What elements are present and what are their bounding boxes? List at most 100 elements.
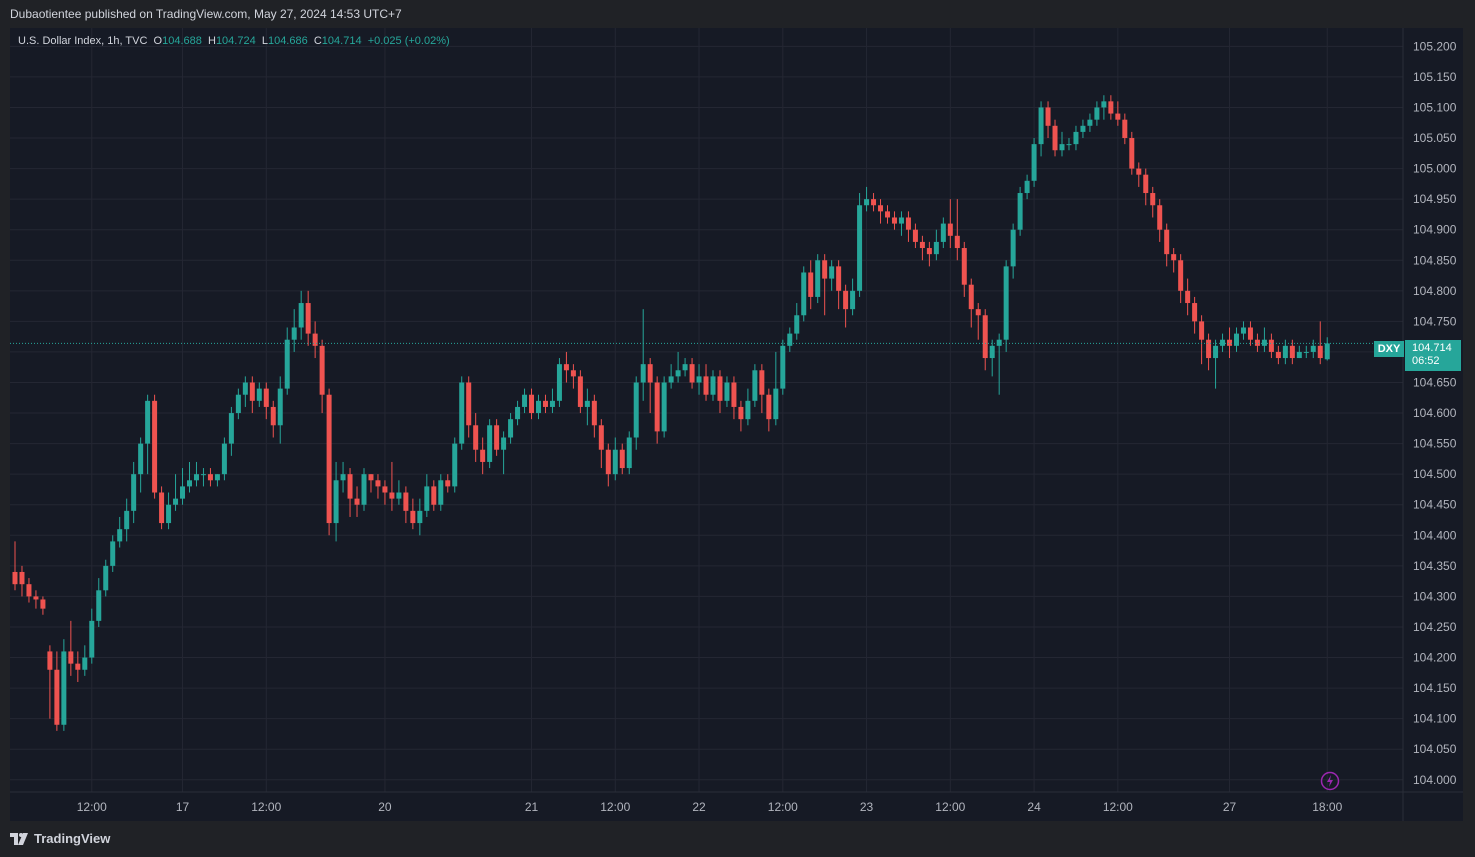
- candle-body: [1296, 351, 1302, 359]
- candle-body: [1045, 107, 1051, 126]
- candle-body: [898, 217, 904, 224]
- candle-body: [1171, 254, 1177, 261]
- candle: [96, 578, 102, 627]
- candle-body: [75, 663, 81, 670]
- candle: [536, 394, 541, 420]
- candle: [745, 388, 751, 426]
- candle: [1031, 138, 1037, 187]
- candle: [298, 290, 304, 340]
- candle: [347, 468, 353, 517]
- published-header: Dubaotientee published on TradingView.co…: [10, 7, 402, 21]
- candle-body: [1101, 101, 1107, 108]
- candle-body: [773, 388, 779, 420]
- candle-body: [654, 382, 660, 432]
- y-tick-label: 104.750: [1413, 314, 1457, 328]
- candle-body: [1185, 290, 1191, 304]
- candle: [989, 339, 995, 377]
- candle: [173, 474, 179, 511]
- candle: [710, 370, 716, 401]
- candle-body: [661, 382, 667, 432]
- candle: [207, 468, 213, 487]
- candle-body: [549, 400, 555, 407]
- candle-body: [166, 504, 172, 524]
- candle-body: [1261, 339, 1267, 346]
- candle-body: [487, 425, 493, 462]
- candle: [110, 535, 116, 572]
- candle: [340, 461, 346, 493]
- candle-body: [529, 394, 535, 414]
- candle-body: [40, 599, 46, 609]
- candle-body: [682, 364, 688, 371]
- candle: [138, 437, 144, 493]
- candle-body: [138, 443, 144, 475]
- candle: [1254, 333, 1260, 352]
- candle-body: [1254, 339, 1260, 346]
- candle: [738, 400, 744, 432]
- candle: [68, 620, 74, 676]
- candle-body: [996, 339, 1002, 346]
- candle: [228, 406, 234, 456]
- candle: [961, 241, 967, 297]
- candle: [577, 370, 583, 414]
- y-tick-label: 104.150: [1413, 681, 1457, 695]
- candle-body: [459, 382, 465, 444]
- candle-body: [961, 248, 967, 285]
- candle: [864, 186, 870, 212]
- candle-body: [284, 339, 290, 389]
- candle-body: [584, 400, 590, 407]
- candle-body: [33, 596, 39, 600]
- candle: [731, 376, 737, 420]
- lightning-icon[interactable]: [1320, 771, 1340, 791]
- candle-body: [1227, 339, 1233, 346]
- candle: [26, 578, 32, 603]
- candle-body: [173, 498, 179, 505]
- candle-body: [633, 382, 639, 438]
- candle: [654, 376, 660, 444]
- candle: [431, 480, 437, 511]
- candle-body: [235, 394, 241, 414]
- candle: [1010, 223, 1016, 279]
- candle-body: [1031, 144, 1037, 181]
- candle: [857, 193, 863, 297]
- candle-body: [724, 382, 730, 401]
- x-tick-label: 24: [1027, 800, 1041, 814]
- candle-body: [1199, 321, 1205, 340]
- candle-body: [145, 400, 151, 444]
- candle-body: [536, 400, 541, 414]
- candle-body: [68, 651, 74, 664]
- candle: [221, 437, 227, 481]
- y-tick-label: 104.100: [1413, 712, 1457, 726]
- chart-pane[interactable]: 105.200 105.150 105.100 105.050 105.000 104.9…: [10, 28, 1463, 821]
- candle: [47, 645, 53, 719]
- candle-body: [249, 382, 255, 401]
- candle: [675, 351, 681, 383]
- x-tick-label: 12:00: [251, 800, 281, 814]
- candle-body: [1003, 266, 1009, 340]
- candle-body: [214, 474, 220, 481]
- candle: [235, 388, 241, 420]
- candle-body: [382, 486, 388, 493]
- y-tick-label: 104.400: [1413, 528, 1457, 542]
- candle-body: [396, 492, 402, 499]
- candle: [319, 339, 325, 414]
- candle-body: [626, 437, 632, 469]
- candle-body: [389, 492, 395, 499]
- candle: [214, 474, 220, 487]
- candle: [556, 358, 562, 407]
- candle: [703, 364, 709, 401]
- candle-body: [891, 217, 897, 224]
- y-tick-label: 105.100: [1413, 100, 1457, 114]
- candle-body: [1122, 119, 1128, 139]
- candle: [1199, 315, 1205, 365]
- candle: [333, 461, 339, 542]
- candle-body: [12, 571, 18, 585]
- candle-body: [982, 315, 988, 359]
- candle: [1115, 101, 1121, 126]
- candle: [75, 651, 81, 682]
- candlestick-chart[interactable]: 105.200 105.150 105.100 105.050 105.000 104.9…: [10, 28, 1463, 821]
- candle-body: [82, 657, 88, 670]
- candle: [912, 223, 918, 249]
- time-axis: 12:00 17 12:00 20 21 12:00 22 12:00 23 12:00 24 12:…: [77, 800, 1343, 814]
- candle: [529, 388, 535, 420]
- bar-countdown: 06:52: [1412, 355, 1440, 367]
